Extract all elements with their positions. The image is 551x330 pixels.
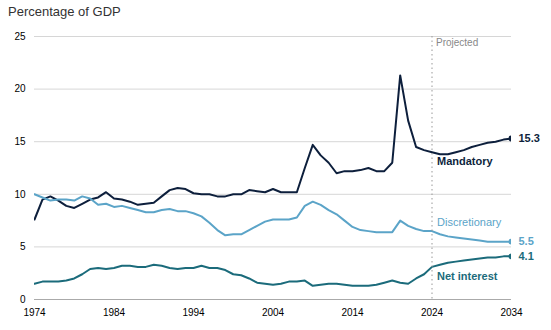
svg-text:2024: 2024 (421, 307, 444, 318)
svg-text:25: 25 (14, 31, 26, 42)
svg-text:10: 10 (14, 189, 26, 200)
svg-text:1984: 1984 (103, 307, 126, 318)
svg-text:20: 20 (14, 83, 26, 94)
html-text:Percentage of GDP: Percentage of GDP (8, 4, 121, 19)
svg-text:5: 5 (20, 241, 26, 252)
svg-text:4.1: 4.1 (519, 250, 534, 262)
svg-text:Projected: Projected (436, 37, 478, 48)
svg-text:1974: 1974 (23, 307, 46, 318)
svg-text:15: 15 (14, 136, 26, 147)
svg-text:2004: 2004 (262, 307, 285, 318)
svg-text:0: 0 (20, 294, 26, 305)
svg-text:Net interest: Net interest (437, 270, 498, 282)
svg-text:1994: 1994 (182, 307, 205, 318)
svg-text:5.5: 5.5 (519, 235, 534, 247)
svg-text:2014: 2014 (341, 307, 364, 318)
svg-text:Discretionary: Discretionary (437, 216, 502, 228)
svg-text:15.3: 15.3 (519, 132, 540, 144)
svg-text:2034: 2034 (500, 307, 523, 318)
svg-text:Mandatory: Mandatory (437, 155, 494, 167)
